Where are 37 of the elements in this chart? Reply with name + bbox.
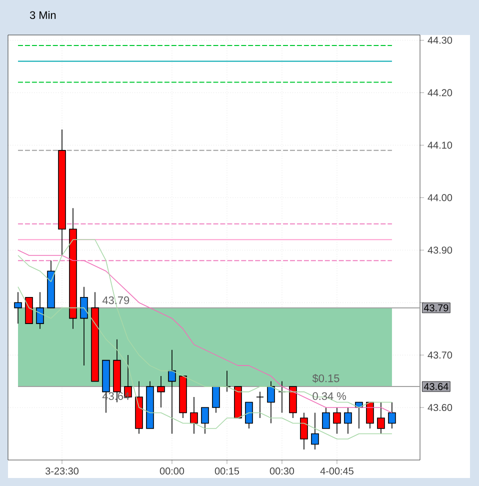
candlestick <box>300 412 308 450</box>
x-tick-label: 00:00 <box>160 468 184 475</box>
candlestick <box>267 380 275 424</box>
candlestick <box>256 391 264 418</box>
x-tick-label: 3-23:30 <box>45 468 79 475</box>
candlestick <box>157 376 165 408</box>
candlestick <box>322 407 330 429</box>
annotation: $0.15 <box>312 374 340 383</box>
candlestick <box>366 402 374 429</box>
y-tick-label: 44.20 <box>428 89 452 96</box>
y-tick-label: 44.10 <box>428 142 452 149</box>
y-tick-label: 43.70 <box>428 352 452 359</box>
candlestick <box>333 407 341 434</box>
candlestick <box>344 407 352 434</box>
candlestick <box>311 412 319 450</box>
x-tick-label: 4-00:45 <box>320 468 354 475</box>
candlestick <box>190 396 198 434</box>
y-tick-label: 43.60 <box>428 404 452 412</box>
candlestick <box>245 402 253 429</box>
candlestick <box>201 407 209 434</box>
x-tick-label: 00:15 <box>214 468 240 475</box>
candlestick <box>80 286 88 366</box>
y-tick-label: 44.00 <box>428 194 452 202</box>
x-tick-label: 00:30 <box>270 468 294 475</box>
annotation: 43.79 <box>102 296 130 304</box>
candlestick <box>212 386 220 414</box>
candlestick <box>388 402 396 429</box>
chart-title: 3 Min <box>30 10 56 20</box>
ref-line-label: 43.79 <box>424 304 448 312</box>
candlestick <box>36 292 44 330</box>
candlestick <box>377 402 385 434</box>
annotation: 0.34 % <box>312 392 346 400</box>
candlestick <box>14 292 22 324</box>
y-tick-label: 43.90 <box>428 246 452 254</box>
ref-line-label: 43.64 <box>424 383 448 390</box>
candlestick <box>168 349 176 434</box>
y-tick-label: 44.30 <box>428 36 452 44</box>
